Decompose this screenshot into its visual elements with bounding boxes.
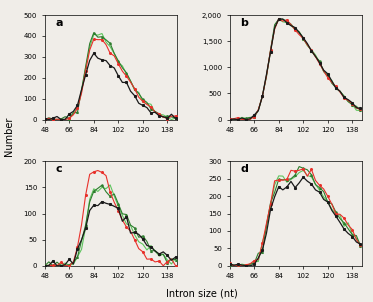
Text: d: d	[240, 165, 248, 175]
Text: a: a	[55, 18, 63, 28]
Text: Number: Number	[4, 116, 14, 156]
Text: c: c	[55, 165, 62, 175]
Text: Intron size (nt): Intron size (nt)	[166, 289, 237, 299]
Text: b: b	[240, 18, 248, 28]
